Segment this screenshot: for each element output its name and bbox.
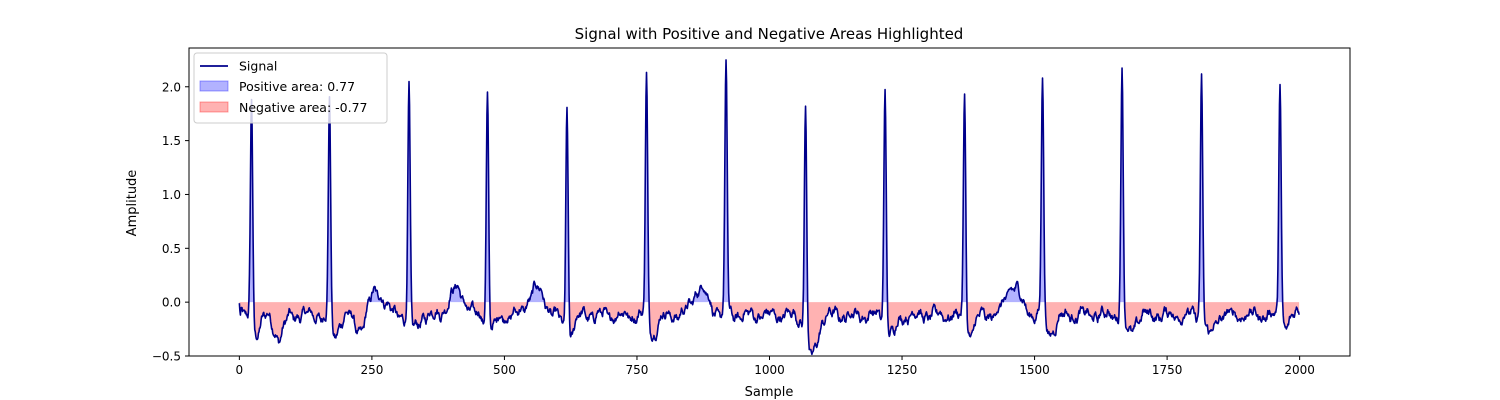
negative-area-shape xyxy=(239,302,1300,355)
y-tick-label: 2.0 xyxy=(162,80,181,94)
x-tick-label: 2000 xyxy=(1284,363,1315,377)
x-tick-label: 250 xyxy=(360,363,383,377)
y-tick-label: 0.5 xyxy=(162,242,181,256)
legend-negative-swatch xyxy=(199,101,229,113)
legend-signal-label: Signal xyxy=(239,59,277,74)
negative-area-fill xyxy=(239,302,1300,355)
signal-path xyxy=(238,59,1300,356)
legend-negative-label: Negative area: -0.77 xyxy=(239,100,367,115)
signal-line xyxy=(238,59,1300,356)
x-tick-label: 1500 xyxy=(1019,363,1050,377)
chart-title: Signal with Positive and Negative Areas … xyxy=(575,25,964,43)
legend-positive-swatch xyxy=(199,80,229,92)
plot-area xyxy=(238,59,1300,356)
x-tick-label: 1000 xyxy=(754,363,785,377)
x-tick-label: 1250 xyxy=(887,363,918,377)
x-tick-label: 500 xyxy=(493,363,516,377)
y-axis-label: Amplitude xyxy=(125,170,140,237)
y-tick-label: 1.5 xyxy=(162,134,181,148)
x-tick-label: 0 xyxy=(236,363,244,377)
x-axis: 0 250 500 750 1000 1250 1500 1750 2000 xyxy=(236,356,1315,377)
x-axis-label: Sample xyxy=(745,385,794,400)
legend-box xyxy=(193,52,388,124)
y-tick-label: 0.0 xyxy=(162,296,181,310)
x-tick-label: 1750 xyxy=(1152,363,1183,377)
x-tick-label: 750 xyxy=(626,363,649,377)
y-tick-label: −0.5 xyxy=(152,350,181,364)
y-tick-label: 1.0 xyxy=(162,188,181,202)
legend: Signal Positive area: 0.77 Negative area… xyxy=(193,52,388,124)
legend-positive-label: Positive area: 0.77 xyxy=(239,79,355,94)
y-axis: −0.5 0.0 0.5 1.0 1.5 2.0 xyxy=(152,80,189,364)
